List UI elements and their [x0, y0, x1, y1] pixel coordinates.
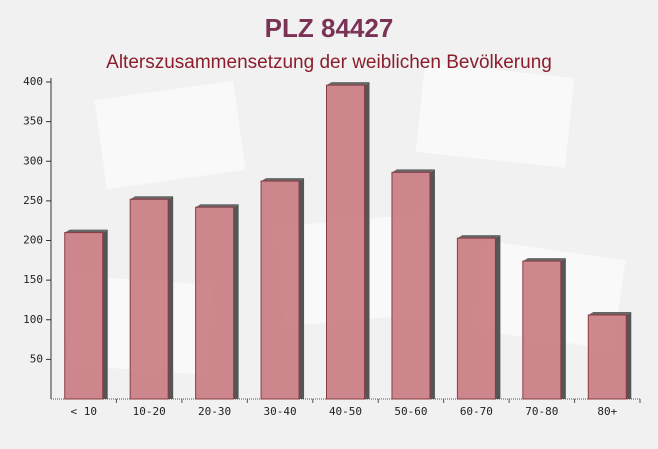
- bar-shadow: [429, 169, 435, 399]
- bar-shadow: [233, 204, 239, 399]
- y-tick-label: 250: [23, 194, 43, 207]
- bar: [522, 260, 562, 400]
- bar: [195, 206, 235, 400]
- bar: [391, 171, 431, 400]
- x-tick-label: 40-50: [329, 405, 362, 418]
- x-tick-label: 60-70: [460, 405, 493, 418]
- bar-shadow: [102, 229, 108, 399]
- x-tick-label: 10-20: [133, 405, 166, 418]
- bar-shadow: [299, 178, 305, 399]
- y-tick-label: 350: [23, 115, 43, 128]
- bar-top: [391, 169, 435, 173]
- chart-title: PLZ 84427: [265, 13, 394, 43]
- x-tick-label: 50-60: [394, 405, 427, 418]
- bar: [587, 314, 627, 400]
- y-tick-label: 400: [23, 75, 43, 88]
- bar-top: [130, 196, 174, 200]
- bar-shadow: [626, 311, 632, 399]
- bar-top: [457, 235, 501, 239]
- bar: [64, 232, 104, 400]
- bar-top: [588, 311, 632, 315]
- y-tick-label: 200: [23, 234, 43, 247]
- x-tick-label: 20-30: [198, 405, 231, 418]
- bar: [129, 198, 169, 400]
- chart-subtitle: Alterszusammensetzung der weiblichen Bev…: [106, 52, 552, 73]
- bar-shadow: [495, 235, 501, 399]
- bar: [326, 84, 365, 400]
- x-tick-label: < 10: [70, 405, 97, 418]
- bar-shadow: [560, 258, 566, 399]
- bar-top: [64, 229, 108, 233]
- y-tick-label: 150: [23, 273, 43, 286]
- x-tick-label: 70-80: [525, 405, 558, 418]
- y-tick-label: 300: [23, 154, 43, 167]
- y-tick-label: 50: [30, 352, 43, 365]
- bar-shadow: [168, 196, 174, 399]
- x-tick-label: 80+: [597, 405, 617, 418]
- bar-top: [261, 178, 305, 182]
- bar-top: [522, 258, 566, 262]
- bar: [260, 180, 300, 400]
- bar-shadow: [364, 82, 370, 400]
- x-tick-label: 30-40: [263, 405, 296, 418]
- bar-top: [195, 204, 239, 208]
- bar: [456, 237, 496, 400]
- y-tick-label: 100: [23, 313, 43, 326]
- bar-top: [326, 82, 370, 86]
